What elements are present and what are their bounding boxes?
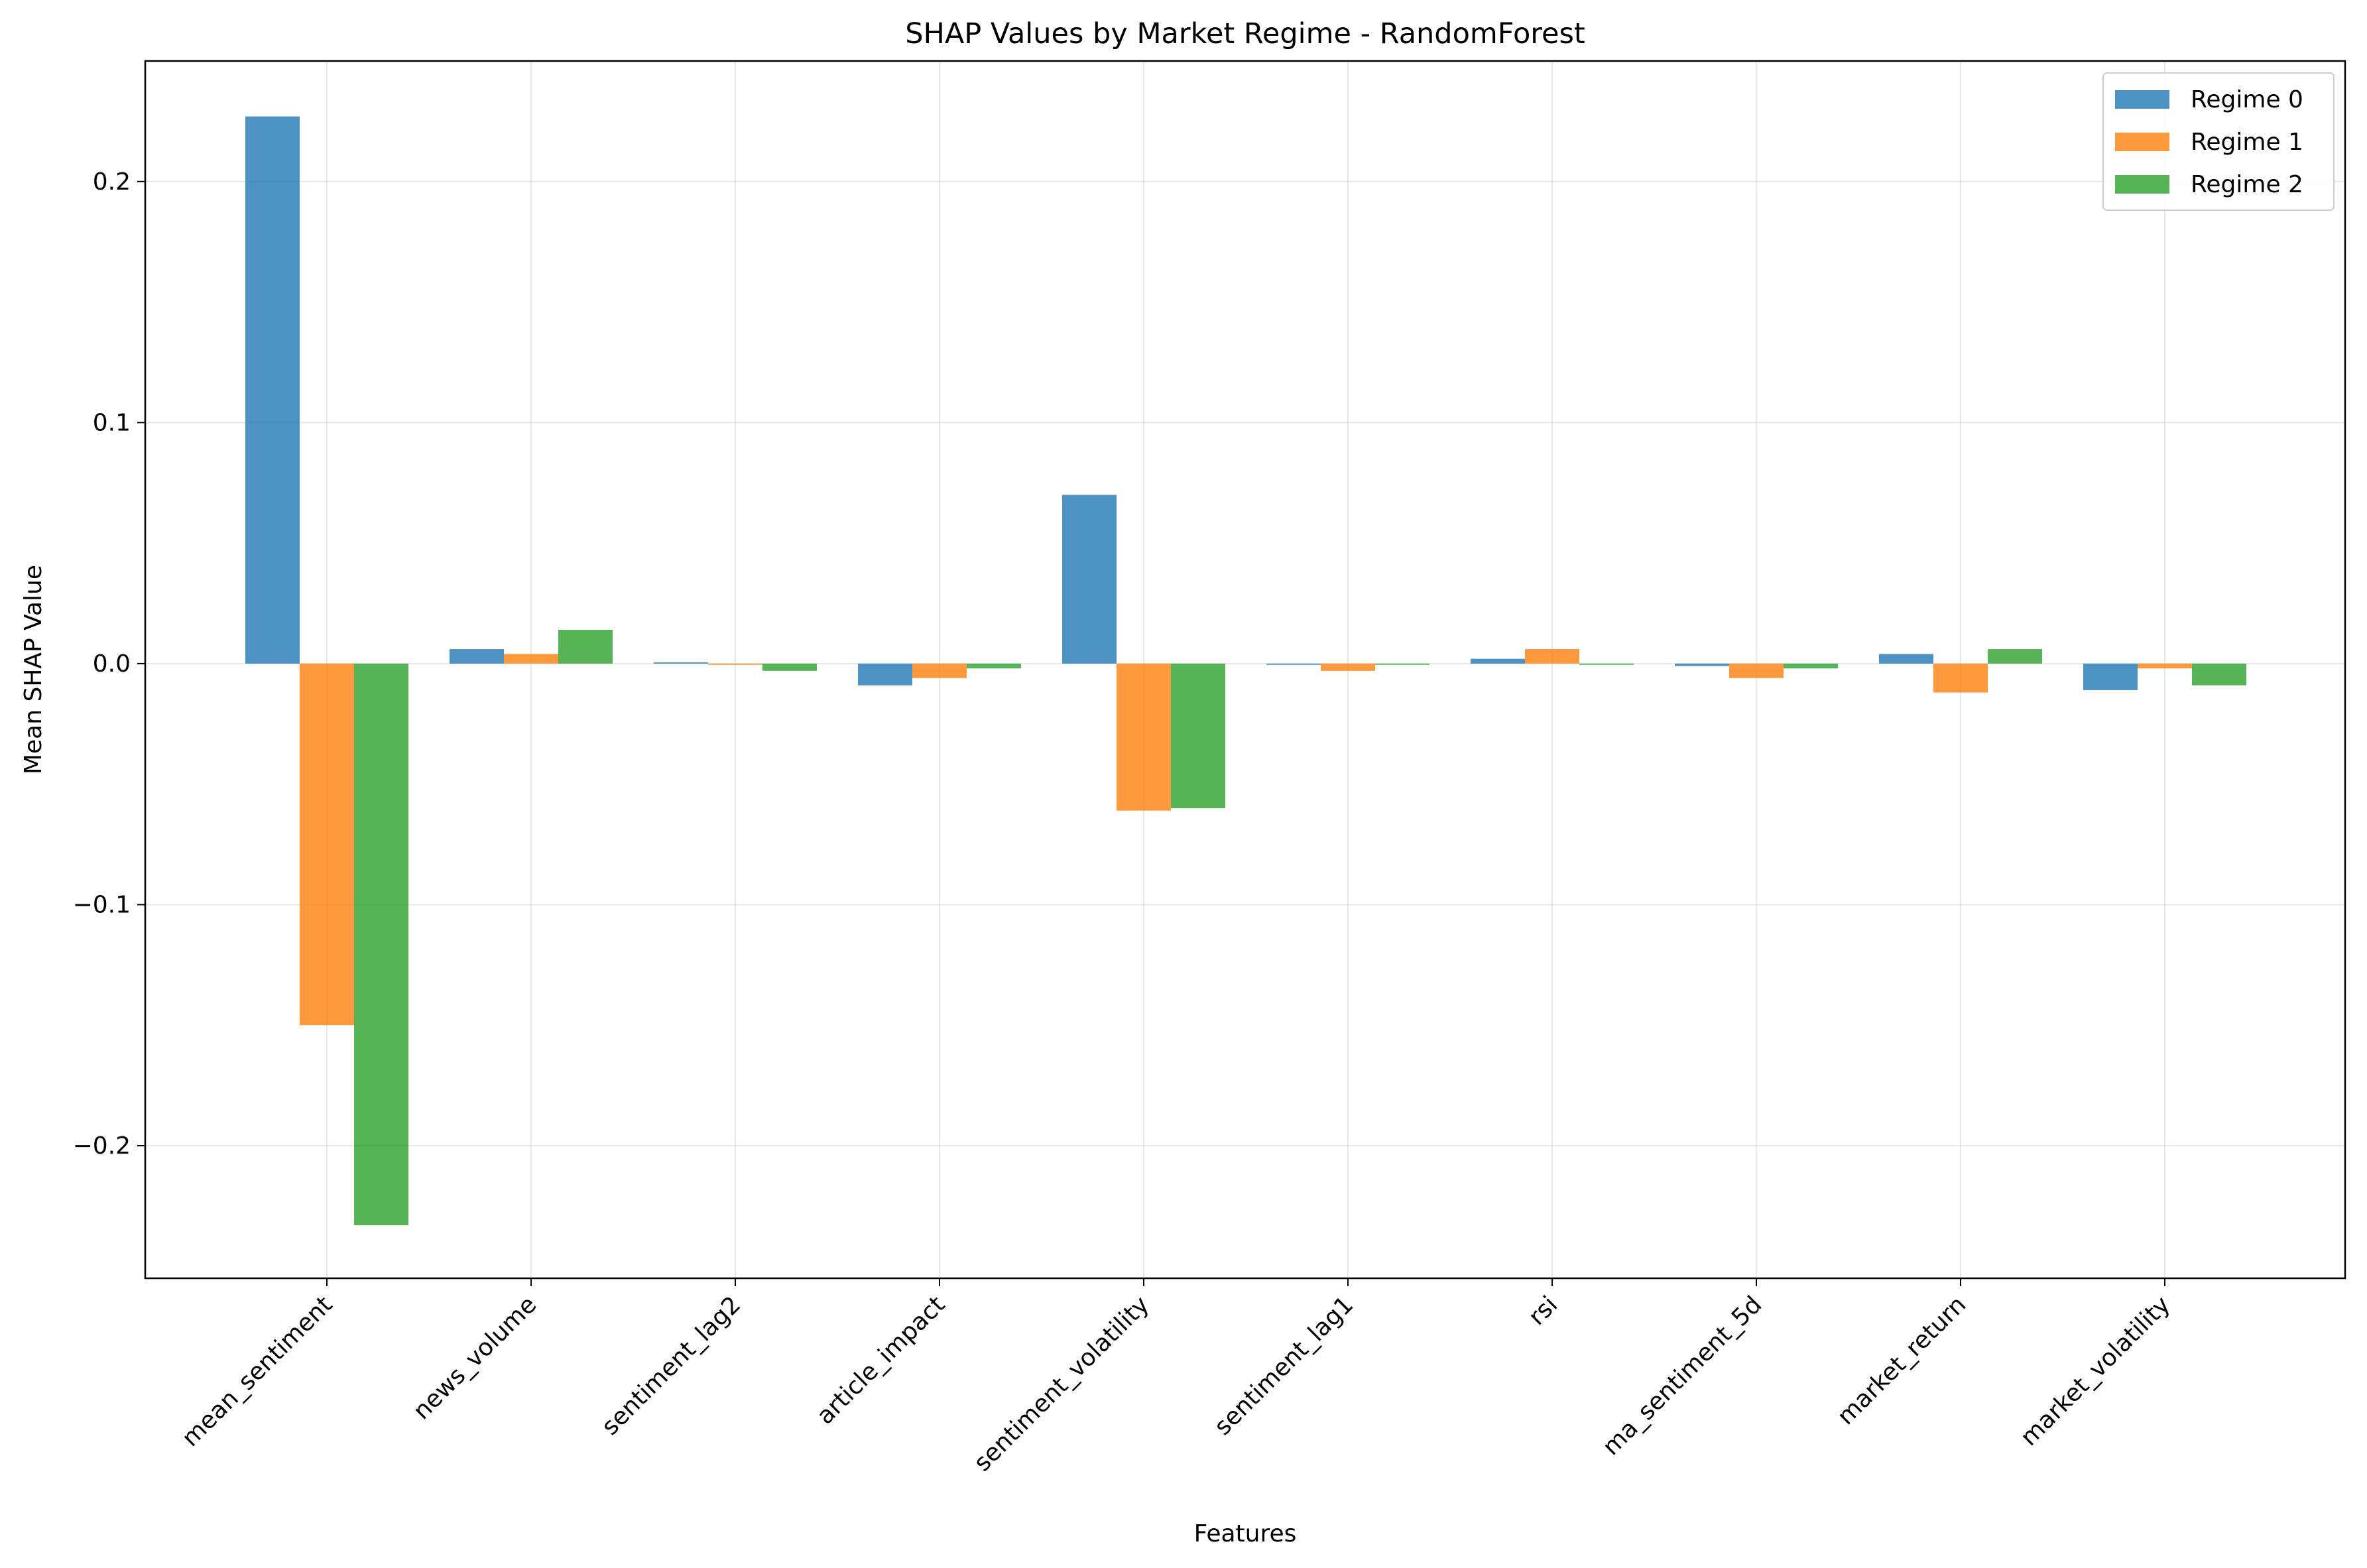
bar-regime-0-market-volatility — [2083, 663, 2138, 690]
bar-regime-2-article-impact — [967, 663, 1021, 669]
bar-regime-1-sentiment-volatility — [1117, 663, 1171, 811]
bar-regime-2-news-volume — [558, 630, 613, 664]
bar-regime-2-ma-sentiment-5d — [1784, 663, 1838, 669]
y-tick-label: 0.0 — [93, 650, 131, 678]
x-axis-title: Features — [1194, 1520, 1297, 1547]
bar-regime-0-mean-sentiment — [245, 116, 300, 664]
y-tick-label: 0.2 — [93, 168, 131, 196]
bar-regime-0-ma-sentiment-5d — [1675, 663, 1729, 666]
bar-regime-0-sentiment-volatility — [1062, 495, 1117, 664]
legend-label: Regime 2 — [2191, 171, 2303, 198]
bar-regime-1-ma-sentiment-5d — [1729, 663, 1784, 678]
bar-regime-2-market-return — [1988, 649, 2042, 664]
bar-regime-1-market-return — [1933, 663, 1988, 693]
bar-regime-0-market-return — [1879, 654, 1933, 664]
bar-regime-2-rsi — [1579, 663, 1634, 665]
plot-frame — [144, 60, 2346, 1280]
y-tick-label: 0.1 — [93, 409, 131, 436]
bar-regime-2-market-volatility — [2192, 663, 2246, 686]
bar-regime-0-rsi — [1471, 658, 1525, 664]
bar-regime-2-sentiment-lag1 — [1375, 663, 1429, 665]
legend: Regime 0 Regime 1 Regime 2 — [2102, 72, 2335, 211]
bar-regime-0-news-volume — [450, 649, 504, 664]
bar-regime-0-article-impact — [858, 663, 912, 686]
bar-regime-2-sentiment-lag2 — [762, 663, 817, 671]
bar-regime-0-sentiment-lag2 — [654, 662, 708, 664]
bars — [245, 116, 2246, 1226]
bar-regime-1-rsi — [1525, 649, 1579, 664]
legend-swatch — [2115, 90, 2169, 109]
y-axis: −0.2 −0.1 0.0 0.1 0.2 — [73, 168, 145, 1160]
bar-regime-2-mean-sentiment — [354, 663, 408, 1226]
bar-regime-1-market-volatility — [2138, 663, 2192, 669]
bar-regime-1-article-impact — [912, 663, 967, 678]
y-axis-title: Mean SHAP Value — [20, 565, 47, 774]
y-tick-label: −0.2 — [73, 1132, 131, 1160]
bar-regime-1-sentiment-lag1 — [1321, 663, 1375, 671]
bar-regime-2-sentiment-volatility — [1171, 663, 1225, 809]
chart-title: SHAP Values by Market Regime - RandomFor… — [905, 17, 1585, 50]
legend-label: Regime 0 — [2191, 86, 2303, 113]
bar-regime-1-news-volume — [504, 654, 558, 664]
bar-regime-1-mean-sentiment — [300, 663, 354, 1026]
legend-label: Regime 1 — [2191, 129, 2303, 156]
bar-regime-0-sentiment-lag1 — [1266, 663, 1321, 665]
legend-swatch — [2115, 175, 2169, 194]
legend-swatch — [2115, 133, 2169, 151]
bar-regime-1-sentiment-lag2 — [708, 663, 762, 665]
y-tick-label: −0.1 — [73, 891, 131, 918]
